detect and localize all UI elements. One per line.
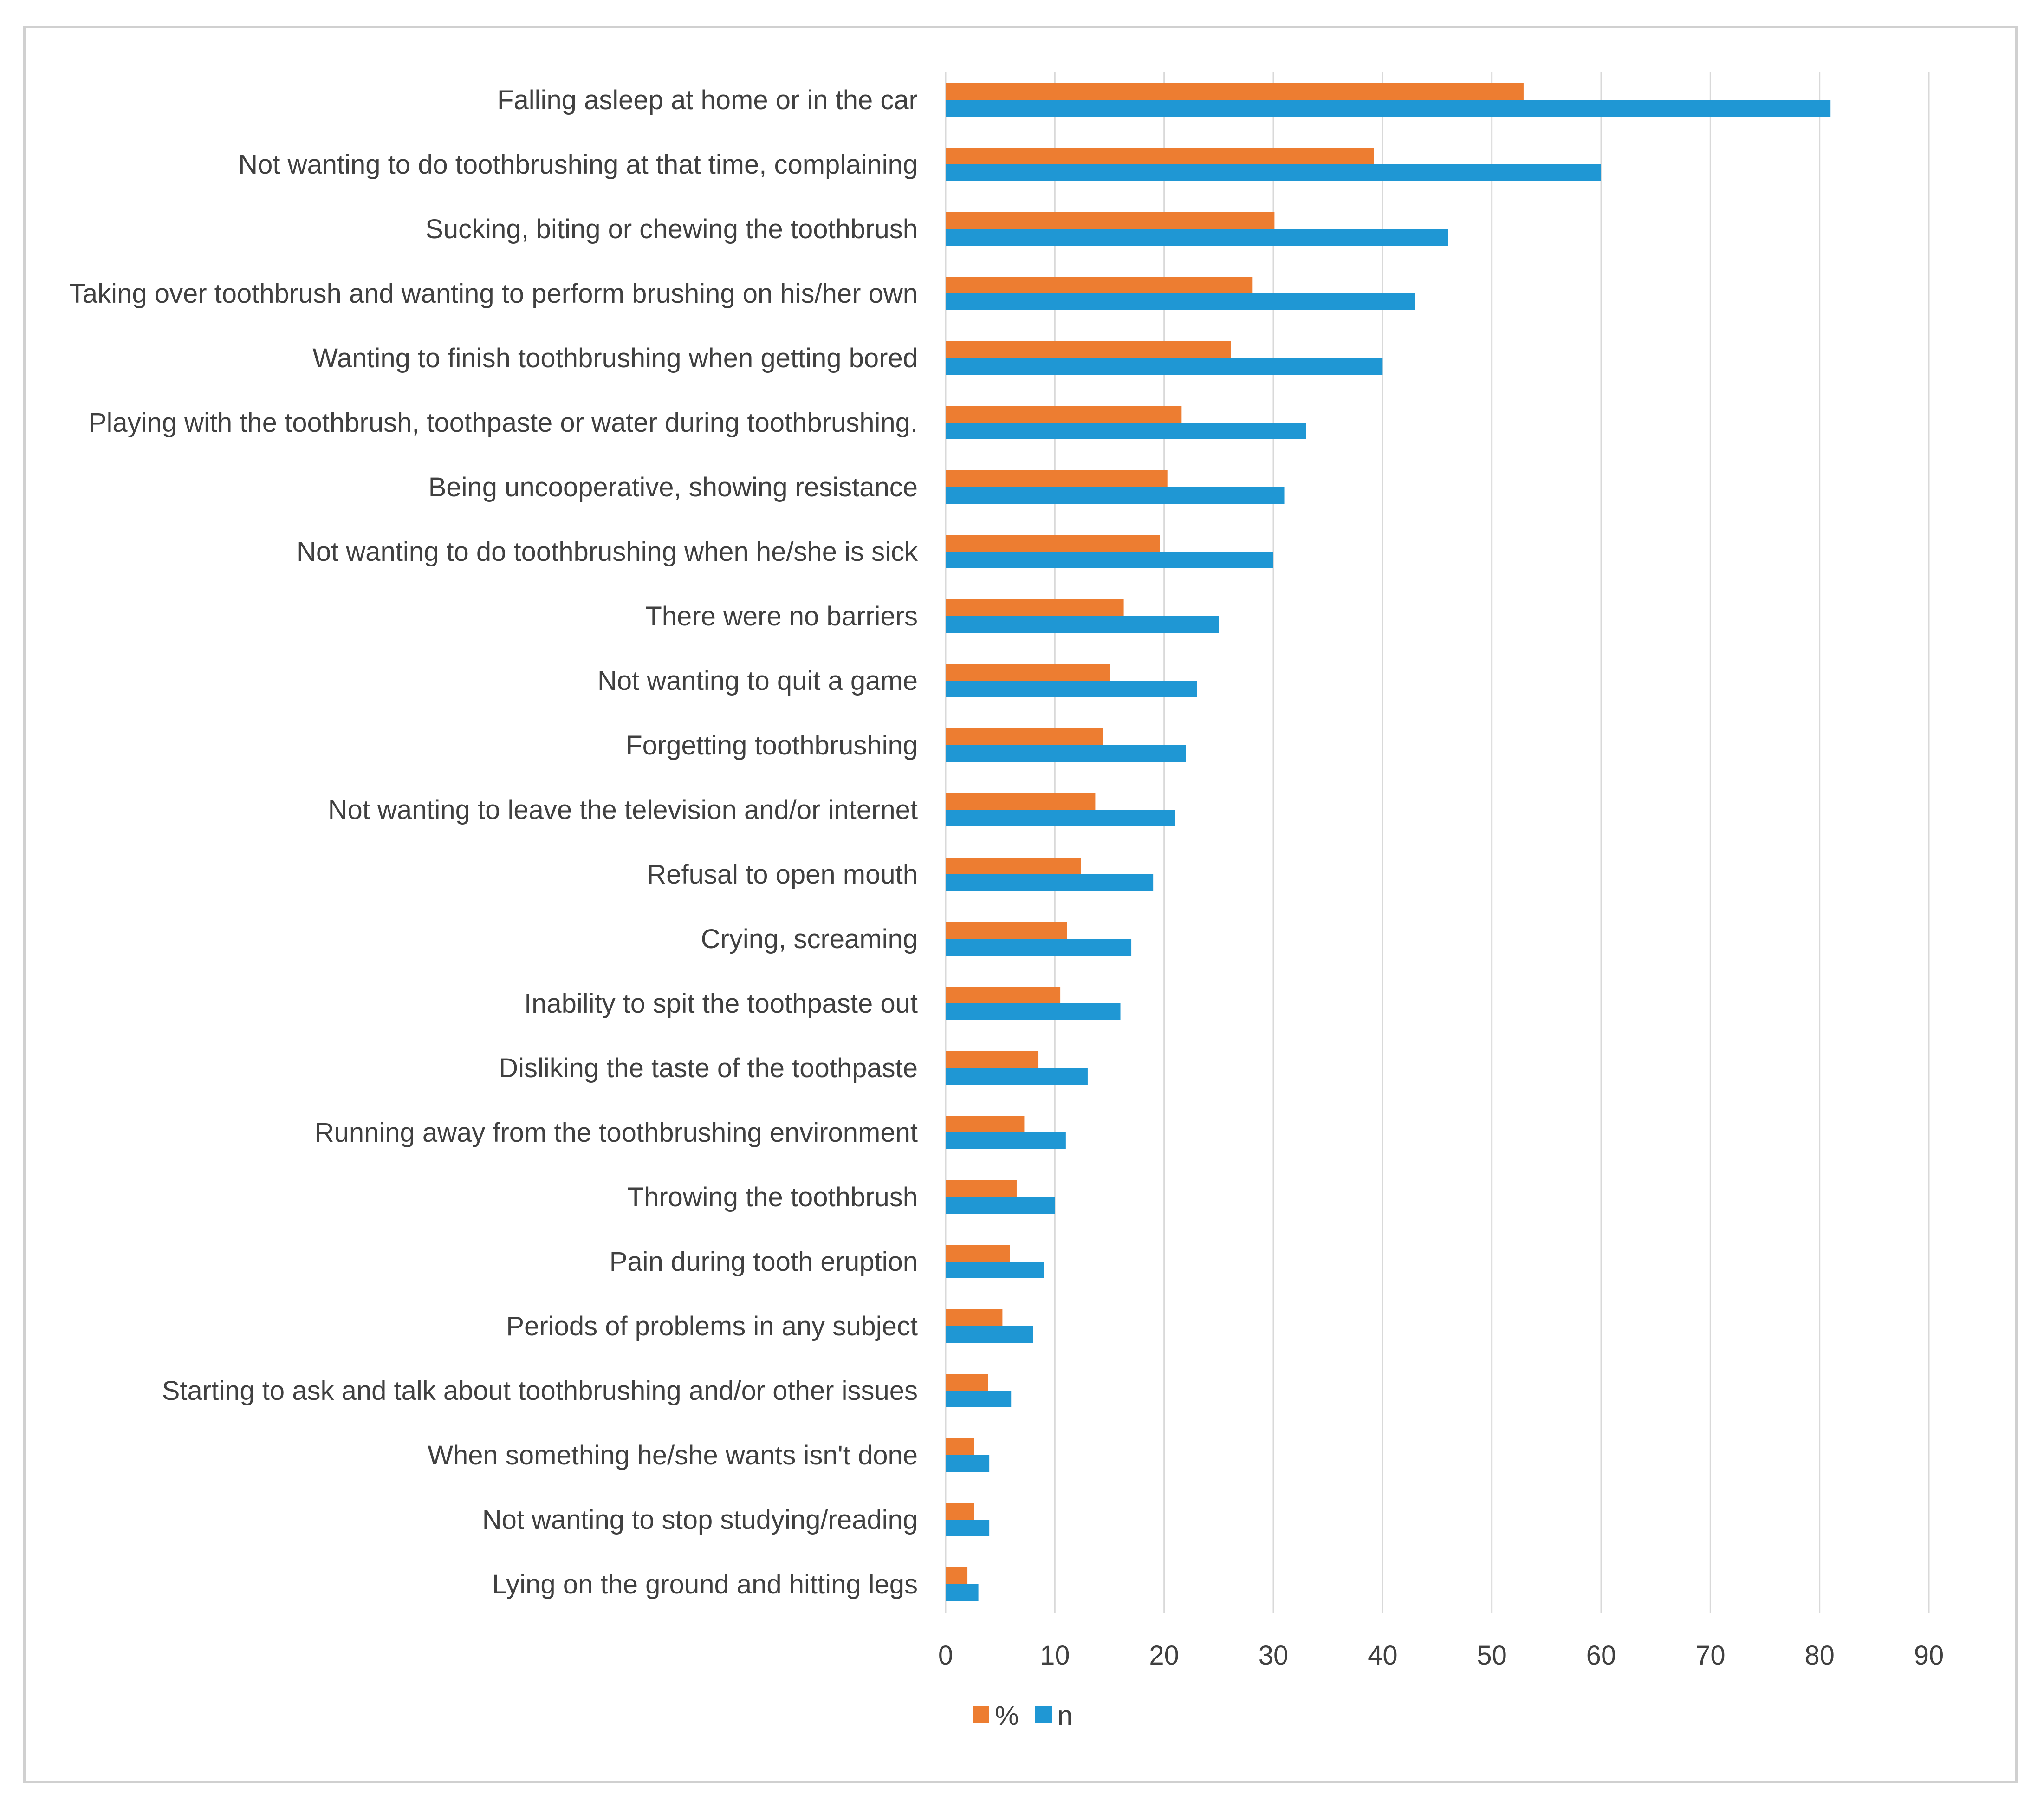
bar-percent [946,535,1160,552]
bar-n [946,293,1415,310]
bar-n [946,1003,1121,1020]
bar-percent [946,922,1067,939]
bar-n [946,1197,1055,1214]
bar-n [946,552,1273,568]
x-tick-label: 50 [1477,1640,1507,1671]
category-label: Running away from the toothbrushing envi… [315,1118,918,1148]
bar-percent [946,470,1168,487]
bar-n [946,1262,1044,1278]
bar-percent [946,1309,1003,1326]
chart-frame: Falling asleep at home or in the car Not … [23,26,2018,1783]
x-tick-label: 70 [1695,1640,1726,1671]
bar-n [946,1132,1066,1149]
bar-n [946,939,1132,956]
category-label: Pain during tooth eruption [610,1247,918,1277]
bar-percent [946,858,1081,874]
bar-n [946,100,1831,117]
bar-percent [946,1245,1010,1262]
bar-percent [946,1374,988,1391]
x-tick-label: 30 [1259,1640,1289,1671]
bar-n [946,810,1175,826]
bar-percent [946,83,1524,100]
bar-percent [946,406,1182,423]
category-label: When something he/she wants isn't done [428,1440,918,1470]
bar-n [946,1584,979,1601]
category-label: Forgetting toothbrushing [626,730,918,761]
category-label: Not wanting to do toothbrushing when he/… [297,537,918,567]
x-tick-label: 10 [1040,1640,1070,1671]
bar-n [946,745,1186,762]
category-label: Sucking, biting or chewing the toothbrus… [425,214,918,244]
category-label: Disliking the taste of the toothpaste [499,1053,918,1083]
category-label: Not wanting to stop studying/reading [482,1505,918,1535]
bar-percent [946,793,1096,810]
x-tick-label: 20 [1149,1640,1179,1671]
legend-swatch [973,1706,989,1723]
bar-n [946,616,1219,633]
x-tick-label: 0 [938,1640,953,1671]
bar-percent [946,728,1103,745]
bar-percent [946,212,1275,229]
bars [946,83,1831,1601]
bar-percent [946,1438,974,1455]
bar-n [946,681,1197,697]
gridlines [945,72,1930,1613]
category-label: Being uncooperative, showing resistance [428,472,918,502]
bar-n [946,1391,1012,1407]
legend: % n [973,1701,1072,1731]
bar-percent [946,148,1374,164]
legend-swatch [1035,1706,1052,1723]
category-labels: Falling asleep at home or in the car Not … [69,85,918,1600]
bar-n [946,423,1306,439]
category-label: Crying, screaming [701,924,918,954]
x-tick-label: 80 [1804,1640,1835,1671]
category-label: Wanting to finish toothbrushing when get… [312,343,918,373]
x-tick-label: 40 [1368,1640,1398,1671]
bar-n [946,229,1448,246]
category-label: Playing with the toothbrush, toothpaste … [89,408,918,438]
bar-percent [946,277,1253,293]
bar-n [946,1520,990,1536]
bar-percent [946,599,1124,616]
bar-n [946,874,1154,891]
legend-label: n [1058,1701,1072,1731]
category-label: Lying on the ground and hitting legs [492,1569,918,1600]
bar-n [946,1068,1088,1085]
bar-chart: Falling asleep at home or in the car Not … [69,72,1944,1731]
bar-percent [946,1116,1025,1132]
bar-percent [946,987,1061,1003]
bar-n [946,358,1383,375]
category-label: Starting to ask and talk about toothbrus… [162,1376,918,1406]
category-label: Not wanting to leave the television and/… [328,795,918,825]
category-label: Inability to spit the toothpaste out [524,989,918,1019]
bar-n [946,487,1285,504]
category-label: Taking over toothbrush and wanting to pe… [69,279,918,309]
bar-percent [946,1567,968,1584]
bar-percent [946,1180,1017,1197]
bar-percent [946,1503,974,1520]
x-axis-ticks: 0 10 20 30 40 50 60 70 80 90 [938,1640,1944,1671]
category-label: Falling asleep at home or in the car [497,85,918,115]
bar-percent [946,1051,1039,1068]
category-label: Refusal to open mouth [647,859,918,890]
bar-percent [946,664,1110,681]
category-label: Throwing the toothbrush [628,1182,918,1212]
x-tick-label: 60 [1586,1640,1616,1671]
x-tick-label: 90 [1914,1640,1944,1671]
category-label: Not wanting to do toothbrushing at that … [238,150,918,180]
bar-n [946,1326,1033,1343]
bar-n [946,1455,990,1472]
bar-percent [946,341,1231,358]
bar-n [946,164,1601,181]
category-label: Not wanting to quit a game [597,666,918,696]
category-label: There were no barriers [645,601,918,631]
legend-label: % [995,1701,1019,1731]
category-label: Periods of problems in any subject [506,1311,918,1341]
